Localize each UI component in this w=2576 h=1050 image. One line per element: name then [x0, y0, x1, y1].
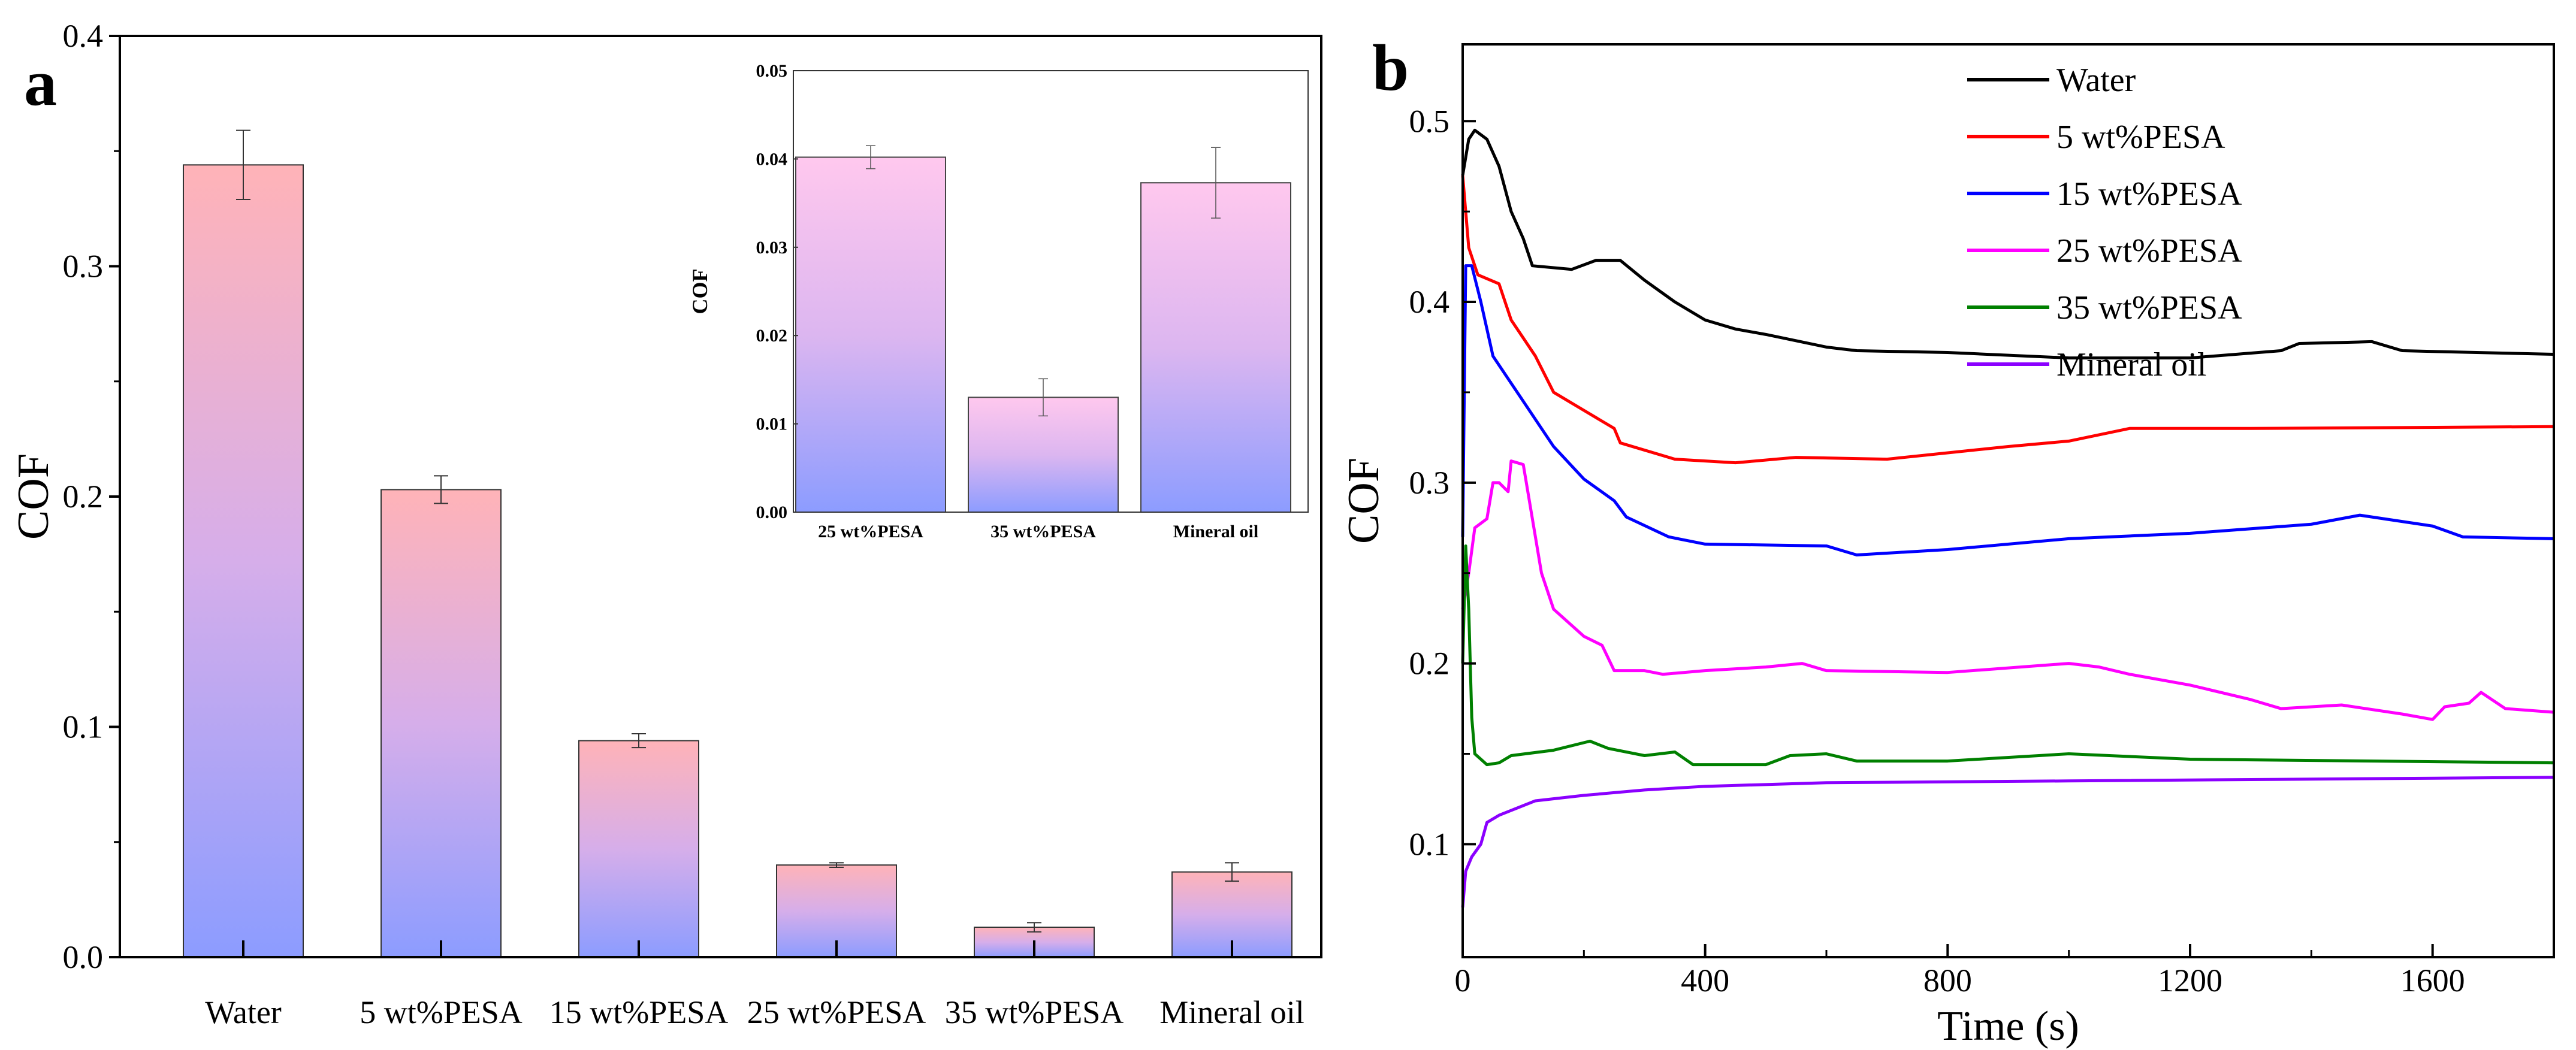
- inset-chart: 25 wt%PESA 35 wt%PESA Mineral oil 0.00 0.01 0…: [688, 61, 1309, 541]
- series-line-2: [1461, 264, 2554, 557]
- inset-error-bar-2: [1211, 147, 1221, 219]
- series-line-5: [1461, 776, 2554, 908]
- panel-label-b: b: [1372, 31, 1409, 104]
- inset-y-tick-label: 0.01: [756, 414, 788, 434]
- error-bar-3: [829, 862, 844, 869]
- inset-x-tick-label: 25 wt%PESA: [818, 522, 923, 541]
- x-tick-label: Water: [205, 994, 282, 1030]
- x-axis-label-b: Time (s): [1937, 1003, 2079, 1049]
- y-tick-label: 0.5: [1409, 103, 1450, 139]
- x-tick-label: 1600: [2400, 963, 2465, 998]
- legend-label: Mineral oil: [2056, 346, 2206, 383]
- inset-bar-0: [795, 156, 946, 513]
- x-tick-label: 1200: [2158, 963, 2222, 998]
- panel-b-line-chart: b Water 5 wt%PESA 15 wt%PESA 25 wt%PESA 35 wt…: [1339, 31, 2555, 1049]
- inset-y-tick-label: 0.02: [756, 326, 788, 346]
- bar-0: [183, 164, 304, 958]
- inset-error-bar-1: [1038, 378, 1048, 417]
- x-tick-label: Mineral oil: [1159, 994, 1304, 1030]
- error-bar-2: [632, 733, 646, 749]
- plot-frame-b: [1461, 43, 2555, 958]
- y-tick-label: 0.1: [63, 709, 104, 745]
- y-tick-label: 0.4: [63, 18, 104, 54]
- series-line-0: [1461, 128, 2554, 360]
- bar-1: [380, 489, 502, 958]
- y-tick-label: 0.3: [63, 249, 104, 285]
- x-tick-label: 15 wt%PESA: [549, 994, 729, 1030]
- panel-label-a: a: [24, 46, 57, 119]
- series-line-1: [1461, 175, 2554, 465]
- inset-bar-2: [1140, 182, 1291, 513]
- legend-label: 5 wt%PESA: [2056, 119, 2225, 156]
- x-tick-label: 25 wt%PESA: [747, 994, 926, 1030]
- inset-bar-1: [968, 397, 1119, 513]
- y-tick-label: 0.1: [1409, 826, 1450, 862]
- y-tick-label: 0.0: [63, 939, 104, 975]
- inset-frame: [793, 70, 1309, 513]
- inset-error-bar-0: [866, 145, 875, 170]
- legend-label: 35 wt%PESA: [2056, 289, 2242, 326]
- legend-label: 25 wt%PESA: [2056, 232, 2242, 270]
- bar-2: [578, 740, 699, 958]
- x-tick-label: 5 wt%PESA: [360, 994, 523, 1030]
- error-bar-1: [434, 475, 448, 504]
- legend-label: 15 wt%PESA: [2056, 175, 2242, 213]
- inset-x-tick-label: Mineral oil: [1173, 522, 1258, 541]
- x-tick-label: 0: [1455, 963, 1471, 998]
- series-line-4: [1461, 544, 2554, 767]
- y-tick-label: 0.2: [1409, 646, 1450, 682]
- y-tick-label: 0.3: [1409, 465, 1450, 501]
- y-axis-label-b: COF: [1339, 458, 1388, 544]
- inset-y-tick-label: 0.05: [756, 61, 788, 81]
- x-tick-label: 35 wt%PESA: [945, 994, 1124, 1030]
- x-tick-label: 800: [1923, 963, 1972, 998]
- inset-y-tick-label: 0.03: [756, 238, 788, 258]
- error-bar-5: [1225, 862, 1239, 882]
- error-bar-4: [1027, 922, 1041, 933]
- legend-label: Water: [2056, 62, 2136, 99]
- inset-y-axis-label: COF: [688, 269, 712, 314]
- x-tick-label: 400: [1681, 963, 1729, 998]
- y-tick-label: 0.2: [63, 479, 104, 515]
- series-line-3: [1461, 459, 2554, 721]
- error-bar-0: [236, 129, 250, 200]
- inset-x-tick-label: 35 wt%PESA: [990, 522, 1096, 541]
- panel-a-bar-chart: a Water 5 wt%PESA 15 wt%PESA 25 wt%PESA 35 wt…: [9, 18, 1322, 1030]
- inset-y-tick-label: 0.00: [756, 503, 788, 522]
- y-axis-label-a: COF: [9, 453, 58, 540]
- y-tick-label: 0.4: [1409, 284, 1450, 320]
- inset-y-tick-label: 0.04: [756, 149, 788, 169]
